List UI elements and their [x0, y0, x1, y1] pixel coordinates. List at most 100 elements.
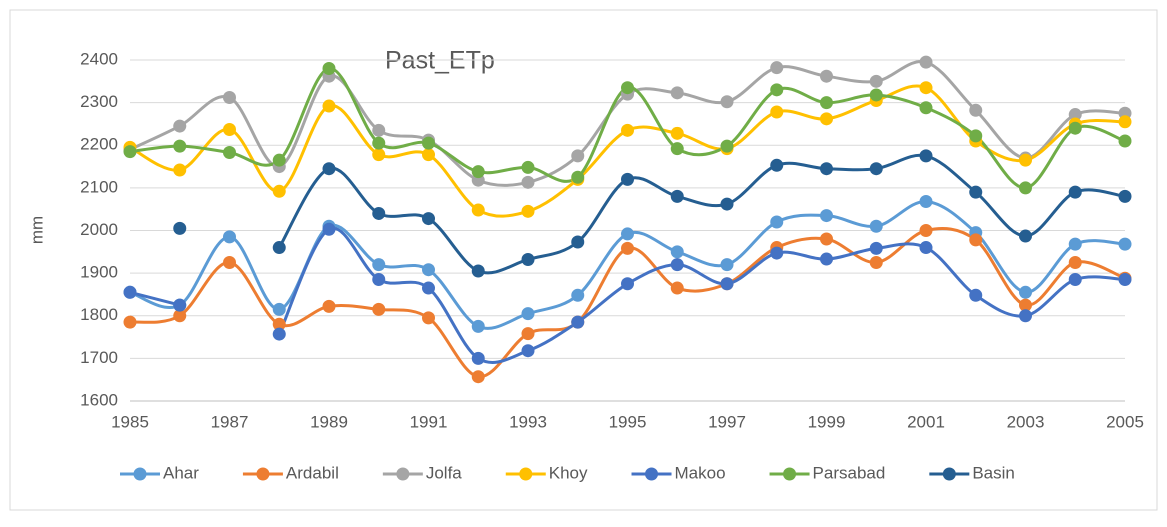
legend-label: Parsabad	[813, 463, 886, 482]
y-tick-label: 1600	[80, 390, 118, 409]
data-point	[621, 81, 634, 95]
data-point	[720, 95, 734, 109]
legend-label: Basin	[972, 463, 1015, 482]
data-point	[571, 315, 585, 329]
data-point	[720, 197, 734, 211]
data-point	[372, 258, 386, 272]
legend-marker	[519, 467, 533, 481]
data-point	[322, 222, 336, 236]
data-point	[720, 258, 734, 272]
data-point	[571, 170, 585, 184]
data-point	[820, 209, 833, 223]
data-point	[1118, 189, 1132, 203]
data-point	[223, 255, 236, 269]
data-point	[372, 123, 386, 137]
data-point	[919, 195, 933, 209]
data-point	[621, 172, 634, 186]
data-point	[670, 86, 684, 100]
data-point	[1068, 237, 1082, 251]
data-point	[272, 302, 286, 316]
data-point	[1019, 153, 1032, 167]
data-point	[521, 327, 535, 341]
data-point	[1118, 115, 1132, 129]
data-point	[521, 175, 535, 189]
data-point	[820, 162, 833, 176]
series-line	[277, 153, 1126, 275]
legend-label: Ahar	[163, 463, 199, 482]
data-point	[322, 299, 336, 313]
chart-title: Past_ETp	[385, 47, 495, 75]
y-tick-label: 2100	[80, 177, 118, 196]
data-point	[471, 165, 485, 179]
data-point	[173, 298, 187, 312]
data-point	[322, 62, 336, 76]
legend-label: Khoy	[549, 463, 588, 482]
data-point	[919, 101, 933, 115]
data-point	[272, 327, 286, 341]
data-point	[123, 315, 137, 329]
data-point	[770, 105, 784, 119]
data-point	[223, 230, 236, 244]
data-point	[919, 81, 933, 95]
data-point	[372, 206, 386, 220]
data-point	[670, 245, 684, 259]
data-point	[869, 219, 883, 233]
data-point	[820, 96, 833, 110]
data-point	[869, 255, 883, 269]
y-axis-label: mm	[27, 216, 46, 244]
data-point	[422, 263, 435, 277]
data-point	[422, 148, 435, 162]
data-point	[471, 351, 485, 365]
y-tick-label: 2300	[80, 92, 118, 111]
data-point	[521, 307, 535, 321]
data-point	[471, 203, 485, 217]
data-point	[670, 189, 684, 203]
data-point	[869, 88, 883, 102]
data-point	[969, 129, 983, 143]
data-point	[272, 317, 286, 331]
x-tick-label: 1987	[211, 412, 249, 431]
data-point	[969, 185, 983, 199]
data-point	[521, 252, 535, 266]
data-point	[869, 241, 883, 255]
x-tick-label: 1995	[609, 412, 647, 431]
data-point	[969, 103, 983, 117]
data-point	[820, 252, 833, 266]
data-point	[422, 281, 435, 295]
y-tick-label: 2200	[80, 135, 118, 154]
data-point	[571, 288, 585, 302]
data-point	[521, 160, 535, 174]
data-point	[422, 212, 435, 226]
data-point	[1068, 273, 1082, 287]
data-point	[1019, 181, 1032, 195]
data-point	[1068, 121, 1082, 135]
data-point	[471, 264, 485, 278]
legend-marker	[942, 467, 956, 481]
data-point	[372, 148, 386, 162]
data-point	[820, 69, 833, 83]
x-tick-label: 1989	[310, 412, 348, 431]
x-tick-label: 1993	[509, 412, 547, 431]
x-tick-label: 1997	[708, 412, 746, 431]
data-point	[223, 122, 236, 136]
y-tick-label: 2400	[80, 49, 118, 68]
data-point	[869, 74, 883, 88]
data-point	[173, 139, 187, 153]
data-point	[372, 273, 386, 287]
legend-marker	[256, 467, 270, 481]
data-point	[1019, 229, 1032, 243]
data-point	[919, 224, 933, 237]
data-point	[969, 288, 983, 302]
data-point	[820, 112, 833, 126]
data-point	[621, 241, 634, 255]
data-point	[1068, 255, 1082, 269]
chart-frame	[9, 9, 1158, 511]
data-point	[1118, 134, 1132, 148]
legend-marker	[783, 467, 797, 481]
data-point	[670, 142, 684, 156]
data-point	[919, 241, 933, 255]
data-point	[869, 162, 883, 176]
data-point	[621, 123, 634, 137]
